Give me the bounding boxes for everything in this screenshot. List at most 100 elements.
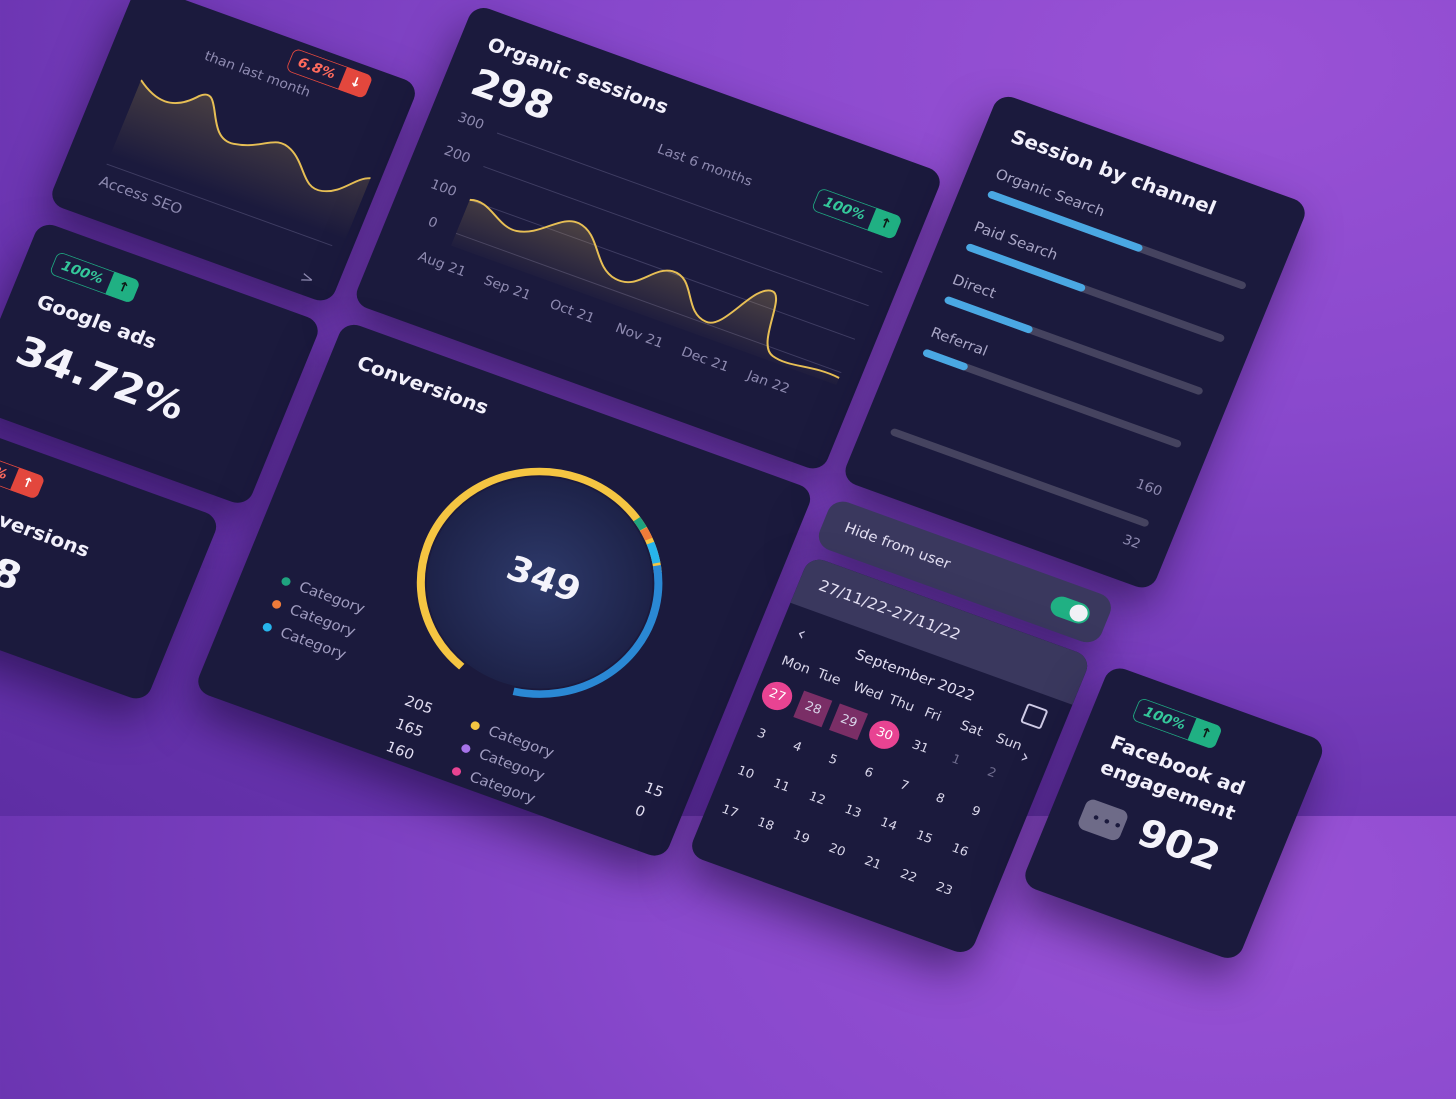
calendar-day[interactable]: 2 (985, 765, 999, 782)
calendar-day[interactable]: 10 (735, 763, 757, 783)
calendar-day[interactable]: 15 (913, 828, 935, 847)
calendar-day[interactable]: 14 (877, 815, 899, 835)
x-tick-oct21: Oct 21 (547, 296, 597, 327)
conversions-values-right: 15 0 (630, 778, 667, 831)
calendar-grid: Mon Tue Wed Thu Fri Sat Sun 27 28 29 30 31 1 2 3 4 5 6 7 8 9… (706, 653, 1030, 935)
x-tick-aug21: Aug 21 (415, 249, 469, 281)
conversions-values-mid: 205 165 160 (381, 692, 436, 770)
calendar-prev-button[interactable]: ‹ (793, 621, 810, 646)
conversions-legend-left: Category Category Category (257, 572, 367, 670)
calendar-day[interactable]: 8 (933, 790, 947, 807)
calendar-weekday: Fri (921, 705, 944, 725)
legend-value: 205 (402, 692, 436, 718)
conversions-title: Conversions (353, 351, 492, 420)
calendar-day[interactable]: 16 (949, 841, 971, 860)
hide-from-user-toggle[interactable] (1047, 593, 1093, 627)
google-ads-badge-percent: 100% (48, 251, 115, 295)
organic-sessions-card: Organic sessions 298 Last 6 months 100% … (352, 3, 945, 473)
calendar-weekday: Tue (814, 666, 844, 689)
calendar-day[interactable]: 22 (897, 866, 919, 886)
calendar-day[interactable]: 6 (862, 765, 876, 782)
organic-chart (450, 132, 883, 386)
organic-badge-percent: 100% (810, 187, 877, 231)
calendar-day[interactable]: 28 (793, 690, 833, 728)
gridline (496, 132, 883, 273)
calendar-weekday: Sat (957, 717, 986, 740)
facebook-badge-percent: 100% (1130, 697, 1197, 741)
calendar-day[interactable]: 3 (754, 726, 769, 743)
organic-period: Last 6 months (654, 141, 755, 190)
donut-center (426, 477, 653, 689)
y-tick-300: 300 (455, 109, 487, 134)
access-seo-link[interactable]: Access SEO (96, 172, 185, 218)
chat-bubble-icon: ••• (1076, 797, 1130, 843)
calendar-day[interactable]: 27 (757, 677, 797, 715)
calendar-day[interactable]: 31 (909, 737, 931, 757)
calendar-day[interactable]: 12 (806, 789, 828, 809)
y-tick-200: 200 (441, 143, 473, 167)
access-seo-area (110, 80, 371, 240)
facebook-value: 902 (1131, 810, 1227, 880)
calendar-day[interactable]: 21 (862, 853, 884, 873)
session-track-extra (889, 427, 1150, 528)
calendar-day[interactable]: 29 (829, 703, 869, 741)
legend-value: 160 (383, 737, 417, 764)
session-value-160: 160 (1133, 476, 1165, 500)
x-tick-dec21: Dec 21 (678, 344, 732, 376)
calendar-day[interactable]: 17 (719, 802, 741, 822)
calendar-day[interactable]: 18 (754, 815, 776, 835)
x-tick-jan22: Jan 22 (744, 368, 792, 398)
conversions-card: Conversions 349 Category Category Catego… (193, 320, 815, 860)
legend-dot (280, 576, 292, 587)
hide-from-user-label: Hide from user (842, 518, 954, 573)
legend-dot (270, 598, 283, 610)
legend-value: 0 (632, 801, 648, 821)
legend-dot (469, 720, 482, 732)
calendar-day[interactable]: 5 (826, 752, 840, 769)
access-seo-sparkline (110, 79, 371, 240)
y-tick-0: 0 (425, 214, 440, 232)
calendar-weekday: Sun (993, 730, 1025, 754)
organic-badge: 100% ↑ (810, 187, 904, 241)
google-ads-value: 34.72% (9, 326, 192, 430)
calendar-day[interactable]: 1 (949, 752, 963, 769)
legend-dot (450, 765, 463, 777)
organic-line (469, 198, 840, 379)
donut-segment-orange (416, 467, 663, 698)
gridline (469, 199, 856, 340)
y-tick-100: 100 (428, 176, 459, 200)
gridline (483, 166, 869, 307)
donut-segment-cyan (416, 467, 663, 698)
legend-dot (460, 743, 472, 755)
calendar-icon[interactable] (1019, 702, 1049, 730)
x-tick-sep21: Sep 21 (481, 272, 533, 304)
conversions-legend-right: Category Category Category (446, 716, 557, 814)
calendar-weekday: Wed (850, 679, 885, 704)
legend-value: 15 (641, 778, 667, 802)
calendar-day[interactable]: 7 (897, 777, 911, 794)
access-seo-line (140, 79, 371, 193)
organic-area (450, 199, 840, 386)
google-ads-badge: 100% ↑ (48, 251, 142, 304)
calendar-day[interactable]: 20 (826, 841, 848, 860)
access-seo-card: 6.8% ↓ than last month Access SEO > (47, 0, 420, 305)
cost-badge: 56.7% ↑ (0, 444, 46, 500)
legend-dot (261, 621, 274, 633)
donut-segment-green (416, 467, 663, 698)
donut-segment-yellow (416, 467, 663, 698)
conversions-donut (416, 467, 663, 698)
calendar-day[interactable]: 19 (790, 828, 812, 847)
calendar-day[interactable]: 30 (864, 716, 904, 754)
chevron-right-icon[interactable]: > (297, 267, 318, 289)
toggle-knob (1066, 602, 1091, 625)
calendar-weekday: Thu (886, 692, 917, 716)
calendar-day[interactable]: 9 (969, 803, 983, 820)
calendar-day[interactable]: 23 (933, 879, 955, 899)
calendar-day[interactable]: 13 (842, 802, 864, 822)
calendar-weekday: Mon (779, 653, 813, 678)
calendar-day[interactable]: 4 (790, 739, 804, 756)
calendar-day[interactable]: 11 (770, 776, 792, 796)
session-value-32: 32 (1120, 532, 1143, 553)
x-tick-nov21: Nov 21 (613, 320, 666, 352)
